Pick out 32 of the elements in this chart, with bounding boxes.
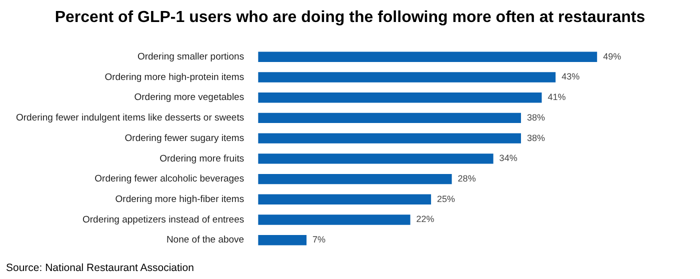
- data-label: 7%: [312, 234, 326, 245]
- data-label: 25%: [437, 194, 456, 204]
- data-label: 49%: [603, 51, 622, 62]
- y-tick-label: Ordering more high-fiber items: [115, 194, 244, 206]
- bar: [258, 235, 307, 246]
- source-note: Source: National Restaurant Association: [6, 262, 194, 274]
- chart-title: Percent of GLP-1 users who are doing the following more often at restaurants: [54, 8, 646, 28]
- data-label: 22%: [416, 214, 434, 224]
- y-tick-label: None of the above: [166, 234, 244, 246]
- y-tick-label: Ordering fewer indulgent items like desserts or sweets: [16, 112, 244, 124]
- bar: [258, 154, 494, 164]
- bar: [258, 133, 521, 144]
- data-label: 34%: [499, 153, 518, 164]
- data-label: 41%: [548, 92, 566, 102]
- data-label: 28%: [458, 174, 476, 184]
- bar: [258, 194, 432, 204]
- bar: [258, 112, 521, 124]
- data-label: 43%: [562, 72, 580, 82]
- data-label: 38%: [526, 132, 545, 143]
- y-tick-label: Ordering smaller portions: [137, 52, 244, 63]
- bar: [258, 72, 556, 82]
- data-label: 38%: [526, 112, 545, 122]
- y-tick-label: Ordering fewer sugary items: [124, 132, 244, 144]
- y-tick-label: Ordering more fruits: [160, 153, 244, 164]
- y-tick-label: Ordering appetizers instead of entrees: [82, 214, 244, 226]
- bar: [258, 52, 598, 62]
- y-tick-label: Ordering more high-protein items: [104, 72, 244, 83]
- bar: [258, 174, 452, 184]
- y-tick-label: Ordering more vegetables: [134, 92, 244, 104]
- bar: [258, 92, 542, 103]
- bar: [258, 214, 410, 225]
- y-tick-label: Ordering fewer alcoholic beverages: [94, 174, 244, 185]
